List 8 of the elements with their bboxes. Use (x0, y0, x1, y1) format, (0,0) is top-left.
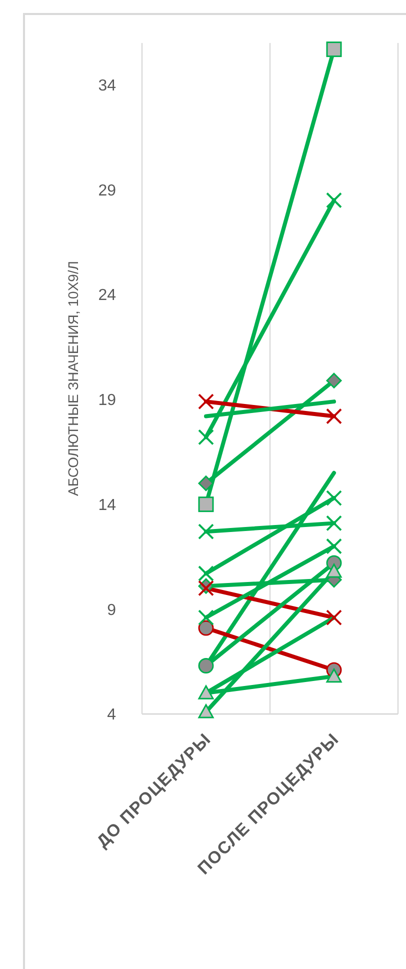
y-tick-label: 4 (107, 706, 116, 724)
y-tick-label: 34 (98, 78, 116, 95)
y-tick-label: 29 (98, 182, 116, 200)
y-tick-label: 9 (107, 602, 116, 619)
y-tick-label: 24 (98, 287, 116, 304)
y-tick-label: 19 (98, 392, 116, 410)
y-axis-title: АБСОЛЮТНЫЕ ЗНАЧЕНИЯ, 10Х9/Л (65, 260, 81, 496)
y-tick-label: 14 (98, 496, 116, 514)
